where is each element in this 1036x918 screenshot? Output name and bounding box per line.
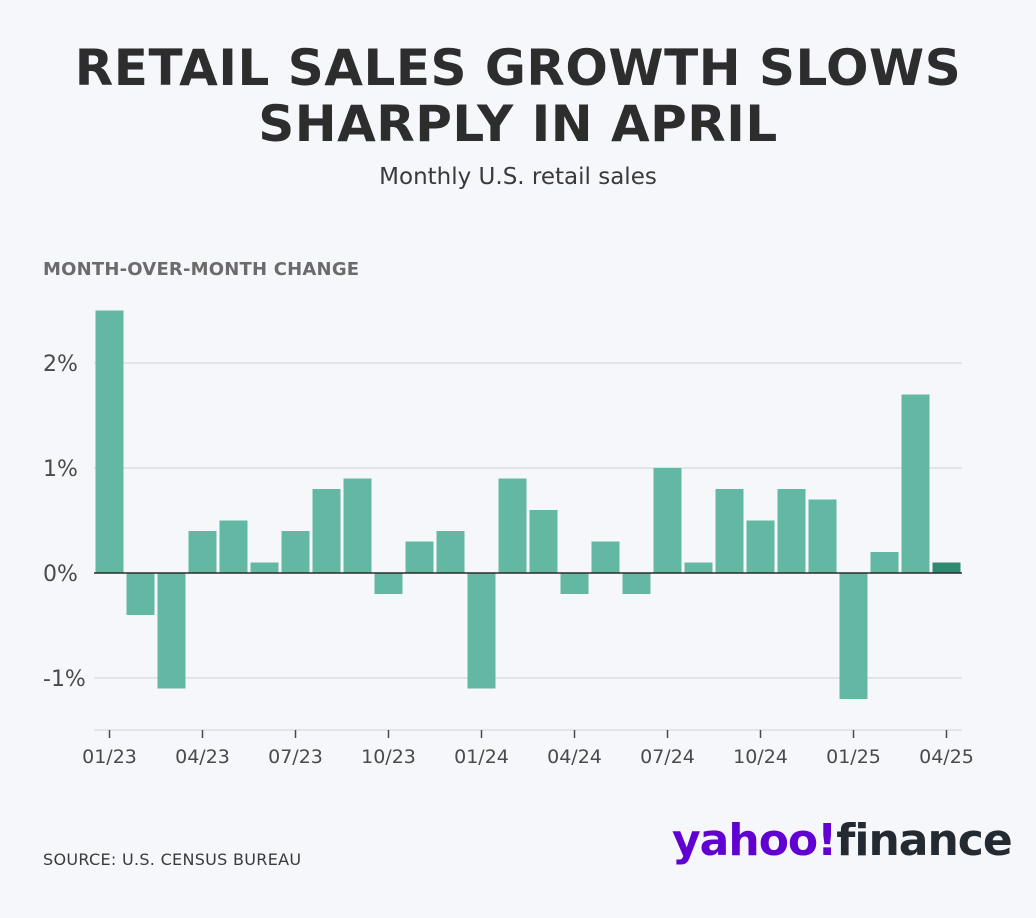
bar-01-23	[95, 310, 124, 573]
bar-04-24	[560, 573, 589, 594]
bar-06-24	[622, 573, 651, 594]
logo-finance: finance	[836, 815, 1012, 866]
title-line-1: RETAIL SALES GROWTH SLOWS	[74, 39, 962, 97]
x-tick-label: 01/24	[454, 746, 509, 768]
chart-title: RETAIL SALES GROWTH SLOWS SHARPLY IN APR…	[0, 40, 1036, 152]
y-tick-label: 0%	[43, 562, 78, 587]
y-tick-label: -1%	[43, 667, 86, 692]
bar-02-25	[870, 552, 899, 573]
bar-03-25	[901, 394, 930, 573]
bar-11-24	[777, 489, 806, 573]
bar-09-24	[715, 489, 744, 573]
bar-05-23	[219, 520, 248, 573]
x-tick-label: 04/25	[919, 746, 974, 768]
source-note: SOURCE: U.S. CENSUS BUREAU	[43, 850, 302, 869]
bar-02-24	[498, 478, 527, 573]
bar-10-23	[374, 573, 403, 594]
bar-01-24	[467, 573, 496, 689]
x-tick-label: 01/25	[826, 746, 881, 768]
bars	[95, 310, 961, 699]
x-tick-label: 10/23	[361, 746, 416, 768]
bar-08-24	[684, 562, 713, 573]
bar-09-23	[343, 478, 372, 573]
bar-12-24	[808, 499, 837, 573]
bar-06-23	[250, 562, 279, 573]
bar-03-23	[157, 573, 186, 689]
y-axis-label: MONTH-OVER-MONTH CHANGE	[43, 259, 360, 280]
y-tick-label: 2%	[43, 352, 78, 377]
x-tick-label: 04/24	[547, 746, 602, 768]
bar-04-23	[188, 531, 217, 573]
bar-07-23	[281, 531, 310, 573]
bar-05-24	[591, 541, 620, 573]
x-tick-label: 10/24	[733, 746, 788, 768]
gridlines	[94, 362, 962, 679]
x-tick-label: 01/23	[82, 746, 137, 768]
x-tick-label: 04/23	[175, 746, 230, 768]
title-line-2: SHARPLY IN APRIL	[258, 95, 778, 153]
bar-07-24	[653, 468, 682, 573]
axes: -1% 0% 1% 2% 01/23 04/23 07/23 10/23 01/24 04/24 0…	[43, 352, 974, 768]
yahoo-finance-logo: yahoo!finance	[672, 815, 1013, 866]
bar-10-24	[746, 520, 775, 573]
logo-yahoo: yahoo!	[672, 815, 837, 866]
y-tick-label: 1%	[43, 457, 78, 482]
bar-11-23	[405, 541, 434, 573]
bar-03-24	[529, 510, 558, 573]
chart-subtitle: Monthly U.S. retail sales	[379, 164, 657, 190]
bar-02-23	[126, 573, 155, 615]
bar-12-23	[436, 531, 465, 573]
bar-04-25	[932, 562, 961, 573]
x-tick-label: 07/23	[268, 746, 323, 768]
bar-08-23	[312, 489, 341, 573]
x-tick-label: 07/24	[640, 746, 695, 768]
bar-01-25	[839, 573, 868, 699]
